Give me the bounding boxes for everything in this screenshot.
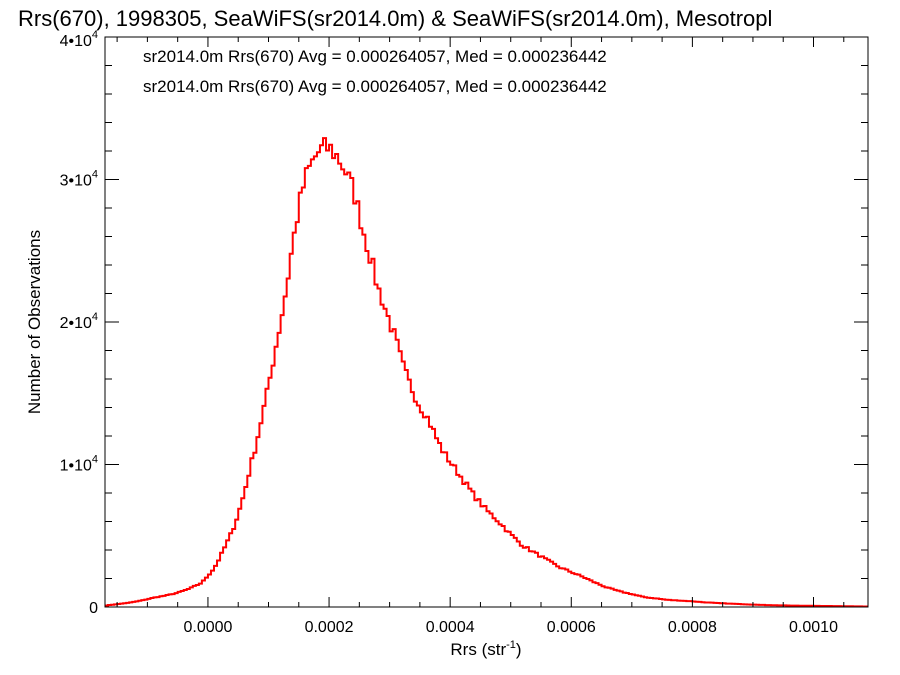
series-layer: [105, 137, 868, 607]
x-tick-label: 0.0006: [547, 619, 596, 636]
chart-title: Rrs(670), 1998305, SeaWiFS(sr2014.0m) & …: [18, 6, 772, 31]
axis-ticks: [105, 36, 868, 608]
x-tick-label: 0.0010: [789, 619, 838, 636]
histogram-series-line: [105, 137, 868, 607]
y-tick-label: 2•104: [60, 311, 98, 332]
x-axis-label-exponent: -1: [506, 639, 516, 651]
y-tick-label: 1•104: [60, 454, 98, 475]
y-axis-label: Number of Observations: [25, 230, 44, 414]
x-tick-labels: 0.0000 0.0002 0.0004 0.0006 0.0008 0.0010: [183, 619, 838, 636]
annotation-red: sr2014.0m Rrs(670) Avg = 0.000264057, Me…: [143, 77, 607, 96]
x-tick-label: 0.0000: [183, 619, 232, 636]
x-axis-label-close: ): [516, 640, 522, 659]
x-tick-label: 0.0002: [305, 619, 354, 636]
y-tick-label: 3•104: [60, 169, 98, 190]
annotation-black: sr2014.0m Rrs(670) Avg = 0.000264057, Me…: [143, 47, 607, 66]
x-axis-label-base: Rrs (str: [450, 640, 506, 659]
y-tick-label: 0: [89, 600, 98, 617]
y-tick-label: 4•104: [60, 29, 98, 50]
x-tick-label: 0.0008: [668, 619, 717, 636]
plot-frame: [104, 36, 869, 608]
y-tick-labels: 0 1•104 2•104 3•104 4•104: [60, 29, 99, 617]
x-axis-label: Rrs (str-1): [450, 639, 521, 659]
x-tick-label: 0.0004: [426, 619, 475, 636]
